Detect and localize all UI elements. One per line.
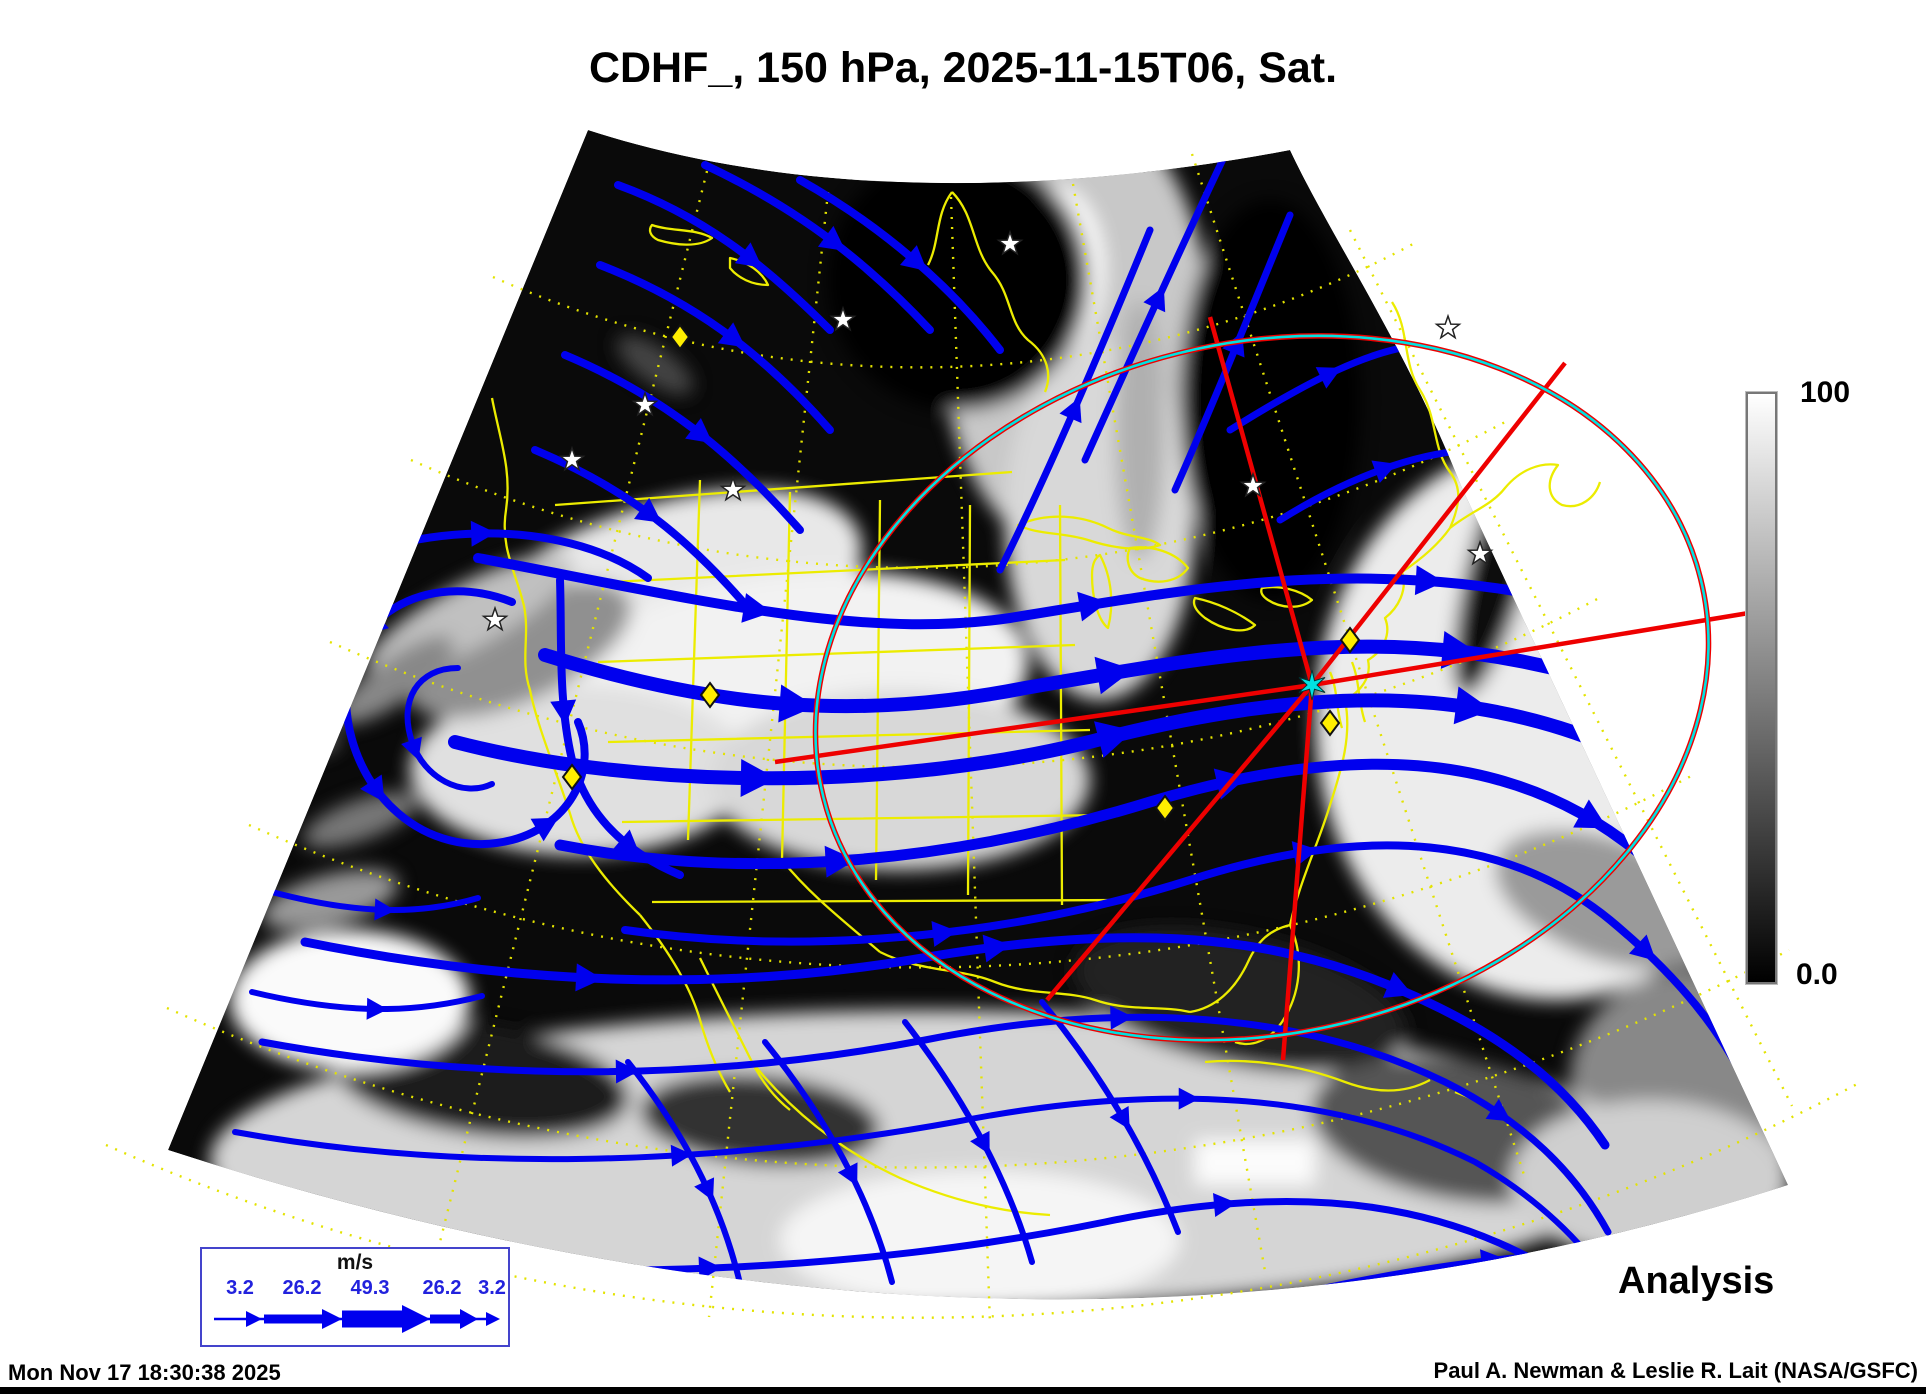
station-diamond-marker — [669, 323, 691, 351]
coastline-layer — [490, 191, 1602, 1217]
city-star-marker — [829, 305, 857, 332]
wind-speed-legend: m/s 3.2 26.2 49.3 26.2 3.2 — [200, 1247, 510, 1347]
station-diamond-marker — [1154, 794, 1176, 822]
streamline-arrowhead — [740, 759, 777, 797]
streamline-arrowhead — [1212, 1193, 1237, 1217]
streamline-arrowhead — [1453, 686, 1492, 725]
fov-circle — [814, 334, 1710, 1042]
fov-ray — [1311, 609, 1756, 688]
fov-ray — [1280, 684, 1315, 1061]
streamline-arrowhead — [741, 593, 772, 623]
streamline-arrowhead — [1109, 1106, 1130, 1130]
streamline-arrowhead — [550, 699, 577, 726]
city-star-marker — [1239, 471, 1267, 498]
bottom-border-strip — [0, 1387, 1926, 1394]
streamline-arrowhead — [615, 1059, 639, 1084]
streamline-arrowhead — [970, 1130, 990, 1155]
fov-ray — [1207, 316, 1315, 686]
streamline-arrowhead — [401, 736, 422, 761]
legend-speed-label: 3.2 — [226, 1277, 254, 1299]
fov-ray — [774, 682, 1313, 765]
station-diamond-marker — [561, 763, 583, 791]
streamline-arrowhead — [575, 963, 603, 992]
legend-speed-label: 26.2 — [282, 1277, 322, 1299]
subsatellite-point-marker — [1298, 669, 1326, 701]
streamline-arrowhead — [1645, 1303, 1668, 1327]
streamline-arrowhead — [1143, 286, 1166, 313]
streamline-arrowhead — [837, 1162, 858, 1187]
streamline-arrowhead — [612, 829, 641, 856]
colorbar-max-label: 100 — [1800, 376, 1851, 409]
analysis-label: Analysis — [1618, 1260, 1775, 1302]
streamline-arrowhead — [982, 934, 1011, 963]
legend-speed-label: 49.3 — [350, 1277, 390, 1299]
streamline-arrowhead — [899, 245, 928, 272]
streamline-arrowhead — [1629, 934, 1656, 961]
streamline-arrowhead — [360, 774, 385, 803]
streamline-arrowhead — [698, 1256, 722, 1281]
streamline-arrowhead — [734, 242, 763, 268]
streamline-arrowhead — [1382, 971, 1413, 998]
city-star-marker — [1466, 539, 1494, 566]
marker-layer — [481, 229, 1494, 822]
fov-ray — [1310, 361, 1567, 687]
streamline-arrowhead — [1094, 721, 1134, 758]
city-star-marker — [481, 605, 509, 632]
streamline-arrowhead — [634, 497, 662, 523]
streamline-arrowhead — [931, 920, 958, 947]
streamline-arrowhead — [530, 817, 559, 842]
legend-speed-label: 26.2 — [422, 1277, 462, 1299]
fov-ray — [1045, 683, 1314, 1002]
streamline-arrowhead — [470, 520, 496, 547]
streamline-arrowhead — [1315, 367, 1342, 389]
station-diamond-marker — [699, 681, 721, 709]
streamline-arrowhead — [1178, 1087, 1200, 1110]
streamline-arrowhead — [694, 1177, 715, 1201]
streamline-arrowhead — [1414, 565, 1445, 596]
satellite-fov-layer — [812, 333, 1712, 1043]
plot-title: CDHF_, 150 hPa, 2025-11-15T06, Sat. — [588, 44, 1338, 92]
streamline-arrowhead — [1110, 1005, 1134, 1030]
station-diamond-marker — [1319, 709, 1341, 737]
generation-timestamp: Mon Nov 17 18:30:38 2025 — [8, 1360, 281, 1385]
streamline-arrowhead — [1440, 630, 1479, 669]
streamline-arrowhead — [1573, 799, 1608, 829]
streamline-arrowhead — [1485, 1098, 1512, 1122]
streamline-arrowhead — [1059, 397, 1082, 424]
streamline-arrowhead — [778, 684, 816, 723]
legend-arrow-glyph — [214, 1305, 500, 1333]
streamline-arrowhead — [1077, 591, 1108, 622]
streamline-arrowhead — [366, 997, 388, 1020]
streamline-arrowhead — [824, 845, 856, 878]
streamline-arrowhead — [1094, 656, 1134, 695]
city-star-marker — [631, 390, 659, 417]
city-star-marker — [719, 475, 747, 502]
streamline-arrowhead — [817, 225, 846, 252]
streamline-arrowhead — [685, 417, 713, 444]
city-star-marker — [1434, 313, 1462, 340]
station-diamond-marker — [1339, 626, 1361, 654]
cloud-field-layer — [168, 130, 1788, 1300]
streamline-arrowhead — [670, 1144, 693, 1167]
colorbar-min-label: 0.0 — [1796, 958, 1838, 991]
streamline-arrowhead — [717, 322, 746, 348]
legend-unit-label: m/s — [336, 1251, 374, 1274]
credit-line: Paul A. Newman & Leslie R. Lait (NASA/GS… — [1433, 1358, 1918, 1383]
streamline-arrowhead — [1696, 634, 1729, 662]
grayscale-colorbar — [1746, 392, 1777, 984]
streamline-arrowhead — [1371, 460, 1397, 484]
city-star-marker — [558, 445, 586, 472]
city-star-marker — [996, 229, 1024, 256]
legend-speed-label: 3.2 — [478, 1277, 506, 1299]
streamline-arrowhead — [374, 898, 396, 921]
satellite-ray-layer — [774, 316, 1756, 1061]
